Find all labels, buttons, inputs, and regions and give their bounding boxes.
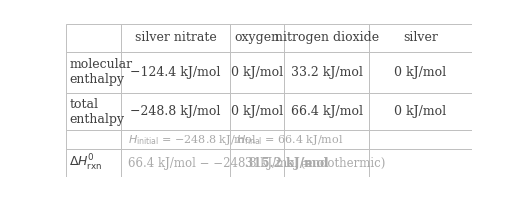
Bar [230, 24, 284, 52]
Bar [369, 130, 472, 149]
Text: silver nitrate: silver nitrate [135, 31, 216, 44]
Bar [284, 149, 369, 177]
Bar [66, 93, 121, 130]
Text: 0 kJ/mol: 0 kJ/mol [231, 66, 283, 79]
Text: (endothermic): (endothermic) [297, 157, 385, 170]
Text: 0 kJ/mol: 0 kJ/mol [395, 105, 446, 118]
Text: 66.4 kJ/mol: 66.4 kJ/mol [291, 105, 363, 118]
Text: 33.2 kJ/mol: 33.2 kJ/mol [291, 66, 363, 79]
Bar [230, 149, 284, 177]
Bar [121, 149, 230, 177]
Text: molecular
enthalpy: molecular enthalpy [69, 58, 133, 86]
Bar [66, 149, 121, 177]
Text: 0 kJ/mol: 0 kJ/mol [231, 105, 283, 118]
Text: oxygen: oxygen [234, 31, 279, 44]
Text: 0 kJ/mol: 0 kJ/mol [395, 66, 446, 79]
Bar [369, 24, 472, 52]
Text: 315.2 kJ/mol: 315.2 kJ/mol [245, 157, 329, 170]
Text: −124.4 kJ/mol: −124.4 kJ/mol [130, 66, 221, 79]
Text: $\Delta H^{0}_{\mathrm{rxn}}$: $\Delta H^{0}_{\mathrm{rxn}}$ [69, 153, 103, 173]
Bar [369, 93, 472, 130]
Bar [369, 52, 472, 93]
Bar [230, 52, 284, 93]
Bar [369, 149, 472, 177]
Bar [66, 24, 121, 52]
Text: 66.4 kJ/mol − −248.8 kJ/mol =: 66.4 kJ/mol − −248.8 kJ/mol = [127, 157, 315, 170]
Bar [284, 93, 369, 130]
Bar [284, 52, 369, 93]
Bar [66, 52, 121, 93]
Bar [284, 130, 369, 149]
Bar [284, 24, 369, 52]
Bar [121, 93, 230, 130]
Bar [66, 130, 121, 149]
Text: silver: silver [403, 31, 438, 44]
Bar [230, 93, 284, 130]
Bar [121, 24, 230, 52]
Text: $\mathit{H}_{\mathrm{final}}$ = 66.4 kJ/mol: $\mathit{H}_{\mathrm{final}}$ = 66.4 kJ/… [236, 133, 343, 147]
Text: nitrogen dioxide: nitrogen dioxide [275, 31, 379, 44]
Text: total
enthalpy: total enthalpy [69, 98, 125, 126]
Bar [121, 52, 230, 93]
Bar [121, 130, 230, 149]
Bar [230, 130, 284, 149]
Text: −248.8 kJ/mol: −248.8 kJ/mol [130, 105, 221, 118]
Text: $\mathit{H}_{\mathrm{initial}}$ = −248.8 kJ/mol: $\mathit{H}_{\mathrm{initial}}$ = −248.8… [127, 133, 256, 147]
